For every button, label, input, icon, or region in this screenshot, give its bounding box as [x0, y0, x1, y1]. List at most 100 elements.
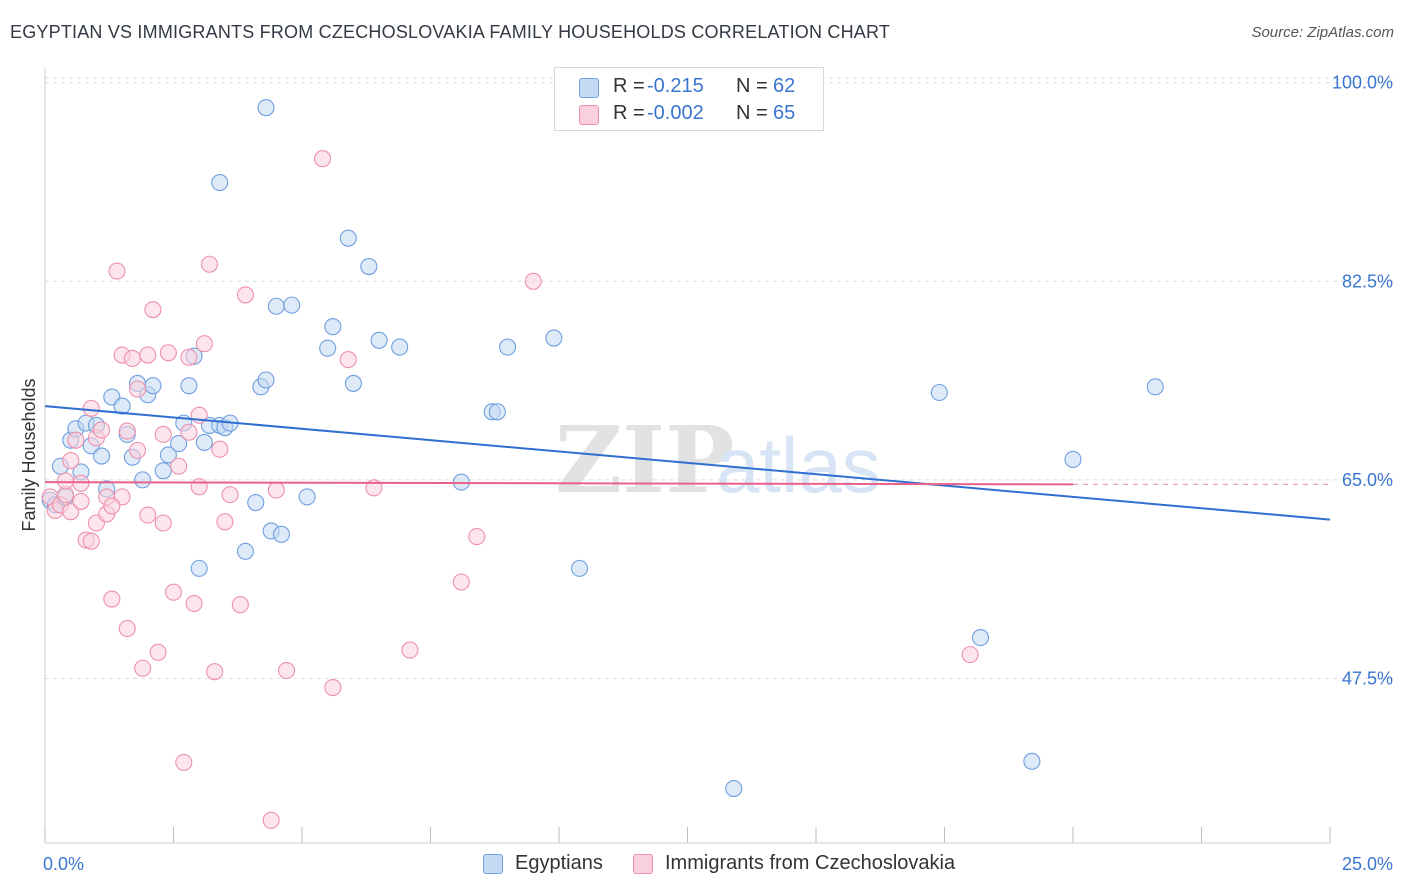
czech-point: [180, 423, 198, 441]
egyptians-point: [257, 99, 275, 117]
czech-point: [82, 399, 100, 417]
x-tick-label: 0.0%: [43, 854, 84, 874]
czech-point: [185, 595, 203, 613]
czech-point: [175, 753, 193, 771]
egyptians-point: [195, 433, 213, 451]
czech-point: [401, 641, 419, 659]
czech-point: [206, 663, 224, 681]
czech-point: [164, 583, 183, 601]
egyptians-point: [339, 229, 357, 247]
czech-point: [452, 573, 470, 591]
egyptians-point: [499, 338, 517, 356]
egyptians-point: [180, 377, 198, 395]
czech-point: [62, 503, 80, 521]
n-label: N =: [736, 75, 768, 97]
chart-title: EGYPTIAN VS IMMIGRANTS FROM CZECHOSLOVAK…: [10, 22, 891, 42]
watermark-atlas: atlas: [716, 421, 881, 509]
source-note: Source: ZipAtlas.com: [1251, 24, 1394, 41]
czech-point: [57, 472, 75, 490]
czech-swatch: [633, 854, 653, 874]
egyptians-point: [267, 297, 285, 315]
egyptians-point: [298, 488, 316, 506]
n-value: 65: [773, 102, 796, 124]
egyptians-point: [144, 377, 162, 395]
series-legend: Egyptians Immigrants from Czechoslovakia: [0, 851, 1406, 879]
czech-point: [108, 262, 126, 280]
y-tick-label: 47.5%: [1342, 668, 1393, 688]
czech-point: [961, 646, 979, 664]
czech-point: [324, 678, 342, 697]
czech-point: [128, 441, 147, 459]
czech-point: [195, 335, 213, 353]
czech-point: [221, 486, 239, 504]
n-value: 62: [773, 75, 796, 97]
czech-point: [139, 506, 157, 524]
egyptians-point: [236, 542, 255, 560]
egyptians-point: [134, 471, 152, 489]
egyptians-point: [1146, 378, 1164, 396]
czech-point: [267, 481, 285, 499]
legend-label: Immigrants from Czechoslovakia: [665, 852, 956, 874]
czech-point: [118, 619, 136, 638]
czech-point: [118, 422, 136, 440]
egyptians-point: [319, 339, 337, 357]
stats-legend: R = -0.215 N = 62 R = -0.002 N = 65: [554, 67, 824, 131]
czech-point: [144, 301, 162, 319]
egyptians-point: [113, 397, 131, 415]
czech-point: [103, 590, 121, 608]
czech-point: [103, 497, 121, 515]
egyptians-point: [154, 462, 172, 480]
czech-point: [154, 425, 172, 444]
czech-point: [211, 440, 229, 458]
egyptians-point: [159, 446, 177, 464]
czech-point: [278, 661, 296, 680]
czech-point: [92, 421, 111, 439]
legend-label: Egyptians: [515, 852, 603, 874]
r-label: R =: [613, 102, 645, 124]
egyptians-point: [391, 338, 409, 356]
egyptians-point: [211, 174, 229, 192]
czech-swatch: [579, 105, 599, 125]
czech-point: [524, 272, 542, 290]
czech-point: [339, 351, 357, 369]
czech-point: [72, 474, 90, 492]
czech-point: [62, 452, 80, 470]
czech-point: [149, 643, 167, 661]
czech-point: [231, 596, 249, 614]
czech-point: [314, 150, 332, 168]
czech-point: [128, 380, 147, 398]
czech-point: [154, 514, 172, 532]
egyptians-point: [545, 329, 563, 347]
y-tick-label: 65.0%: [1342, 470, 1393, 490]
egyptians-point: [272, 525, 290, 543]
n-label: N =: [736, 102, 768, 124]
x-tick-label: 25.0%: [1342, 854, 1393, 874]
r-value: -0.002: [647, 102, 704, 124]
czech-point: [180, 348, 198, 366]
czech-point: [139, 346, 157, 364]
czech-point: [262, 811, 280, 829]
egyptians-trend-line: [44, 405, 1331, 521]
egyptians-swatch: [483, 854, 503, 874]
czech-point: [200, 255, 219, 273]
egyptians-point: [324, 318, 342, 336]
egyptians-point: [344, 374, 362, 392]
egyptians-point: [92, 447, 111, 465]
egyptians-point: [283, 296, 301, 314]
y-tick-label: 100.0%: [1332, 73, 1393, 93]
egyptians-point: [571, 559, 589, 577]
czech-point: [123, 349, 141, 367]
egyptians-swatch: [579, 78, 599, 98]
czech-point: [468, 528, 486, 546]
czech-point: [159, 344, 177, 362]
czech-point: [134, 659, 152, 677]
czech-trend-line: [44, 481, 1074, 486]
egyptians-point: [370, 331, 388, 349]
czech-point: [67, 431, 85, 449]
egyptians-point: [170, 435, 188, 453]
czech-point: [236, 286, 255, 304]
egyptians-point: [360, 257, 378, 276]
czech-point: [190, 478, 208, 496]
r-value: -0.215: [647, 75, 704, 97]
